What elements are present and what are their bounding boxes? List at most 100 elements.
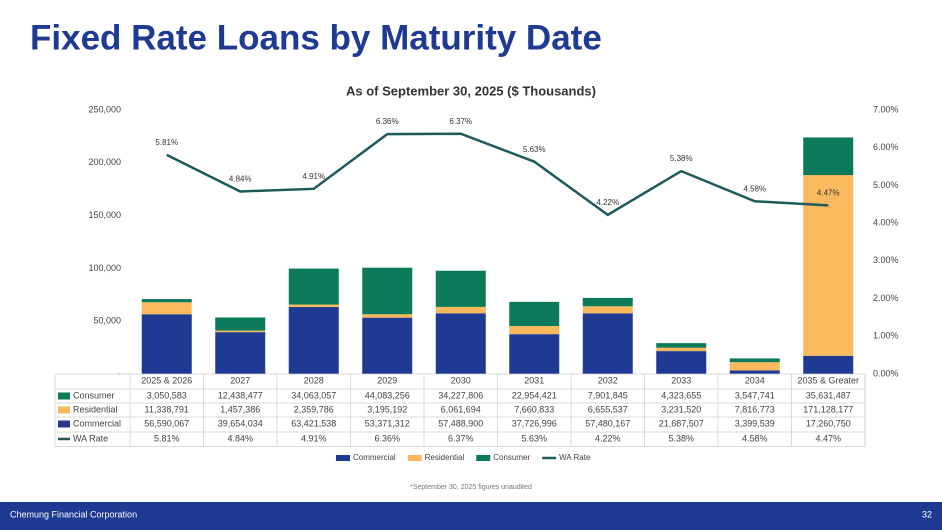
- bar-segment: [288, 307, 339, 374]
- y-tick-label: 250,000: [88, 104, 121, 114]
- bar-segment: [362, 314, 413, 318]
- bar-segment: [215, 332, 266, 374]
- rate-line: [166, 132, 829, 217]
- y2-tick-label: 1.00%: [873, 331, 899, 341]
- bar-segment: [582, 313, 633, 374]
- bar-segment: [509, 326, 560, 335]
- table-cell: 37,726,996: [512, 418, 557, 428]
- table-cell: 7,660,833: [514, 404, 554, 414]
- bar-segment: [288, 304, 339, 308]
- table-cell: 34,227,806: [438, 390, 483, 400]
- table-cell: 6.36%: [374, 433, 400, 443]
- table-cell: 6,061,694: [441, 404, 481, 414]
- bar-segment: [141, 302, 192, 315]
- bar-segment: [729, 358, 780, 363]
- y2-tick-label: 7.00%: [873, 104, 899, 114]
- rate-label: 4.47%: [817, 189, 840, 198]
- table-cell: 171,128,177: [803, 404, 853, 414]
- bar-segment: [582, 297, 633, 307]
- table-cell: 22,954,421: [512, 390, 557, 400]
- y2-tick-label: 6.00%: [873, 142, 899, 152]
- bar-segment: [582, 306, 633, 314]
- bar-segment: [803, 355, 854, 374]
- y2-tick-label: 4.00%: [873, 218, 899, 228]
- bar-segment: [288, 268, 339, 305]
- table-cell: 1,457,386: [220, 404, 260, 414]
- table-cell: 7,901,845: [588, 390, 628, 400]
- rate-label: 6.37%: [449, 117, 472, 126]
- legend-label: Commercial: [353, 453, 396, 462]
- footer-bar: [0, 502, 942, 530]
- table-cell: 21,687,507: [659, 418, 704, 428]
- table-cell: 44,083,256: [365, 390, 410, 400]
- table-cell: 3,050,583: [147, 390, 187, 400]
- bar-segment: [141, 314, 192, 374]
- x-tick-label: 2034: [745, 375, 765, 385]
- table-row-label: Commercial: [73, 418, 121, 428]
- rate-label: 6.36%: [376, 117, 399, 126]
- table-cell: 4.91%: [301, 433, 327, 443]
- bar-segment: [141, 299, 192, 303]
- page-number: 32: [922, 509, 932, 519]
- bar-segment: [435, 306, 486, 314]
- table-cell: 57,480,167: [585, 418, 630, 428]
- x-tick-label: 2027: [230, 375, 250, 385]
- rate-label: 4.22%: [596, 198, 619, 207]
- y2-tick-label: 5.00%: [873, 180, 899, 190]
- table-cell: 53,371,312: [365, 418, 410, 428]
- table-row-label: Consumer: [73, 390, 115, 400]
- legend-key: [336, 455, 350, 461]
- table-cell: 3,195,192: [367, 404, 407, 414]
- bar-segment: [215, 330, 266, 333]
- bar-segment: [362, 267, 413, 315]
- rate-label: 4.84%: [229, 175, 252, 184]
- x-tick-label: 2025 & 2026: [141, 375, 192, 385]
- table-key: [58, 392, 70, 400]
- bar-segment: [435, 313, 486, 374]
- table-key: [58, 406, 70, 414]
- y2-tick-label: 0.00%: [873, 368, 899, 378]
- bar-segment: [803, 175, 854, 356]
- table-cell: 4.58%: [742, 433, 768, 443]
- table-row-label: WA Rate: [73, 433, 108, 443]
- table-cell: 4.84%: [227, 433, 253, 443]
- legend-key: [407, 455, 422, 461]
- table-cell: 39,654,034: [218, 418, 263, 428]
- x-tick-label: 2032: [598, 375, 618, 385]
- table-cell: 57,488,900: [438, 418, 483, 428]
- y-tick-label: 50,000: [93, 316, 121, 326]
- legend-label: Residential: [425, 453, 465, 462]
- legend-label: Consumer: [493, 453, 530, 462]
- x-tick-label: 2031: [524, 375, 544, 385]
- table-cell: 4.22%: [595, 433, 621, 443]
- table-cell: 5.63%: [521, 433, 547, 443]
- bar-segment: [215, 317, 266, 331]
- y-tick-label: 150,000: [88, 210, 121, 220]
- bar-segment: [656, 347, 707, 352]
- table-cell: 5.81%: [154, 433, 180, 443]
- rate-label: 5.63%: [523, 145, 546, 154]
- table-cell: 6.37%: [448, 433, 474, 443]
- table-cell: 7,816,773: [735, 404, 775, 414]
- table-cell: 56,590,067: [144, 418, 189, 428]
- table-cell: 6,655,537: [588, 404, 628, 414]
- footer-company: Chemung Financial Corporation: [10, 509, 137, 519]
- y2-tick-label: 2.00%: [873, 293, 899, 303]
- y-tick-label: 200,000: [88, 157, 121, 167]
- table-cell: 12,438,477: [218, 390, 263, 400]
- bar-segment: [729, 370, 780, 374]
- legend-label: WA Rate: [559, 453, 591, 462]
- footnote: *September 30, 2025 figures unaudited: [410, 484, 532, 491]
- bar-segment: [435, 270, 486, 307]
- rate-label: 5.38%: [670, 154, 693, 163]
- x-tick-label: 2035 & Greater: [797, 375, 859, 385]
- slide-title: Fixed Rate Loans by Maturity Date: [30, 18, 602, 57]
- table-cell: 34,063,057: [291, 390, 336, 400]
- table-cell: 4.47%: [815, 433, 841, 443]
- x-tick-label: 2033: [671, 375, 691, 385]
- table-cell: 11,338,791: [145, 404, 189, 414]
- chart-title: As of September 30, 2025 ($ Thousands): [346, 83, 596, 98]
- table-key: [58, 420, 70, 428]
- legend-key: [476, 455, 491, 461]
